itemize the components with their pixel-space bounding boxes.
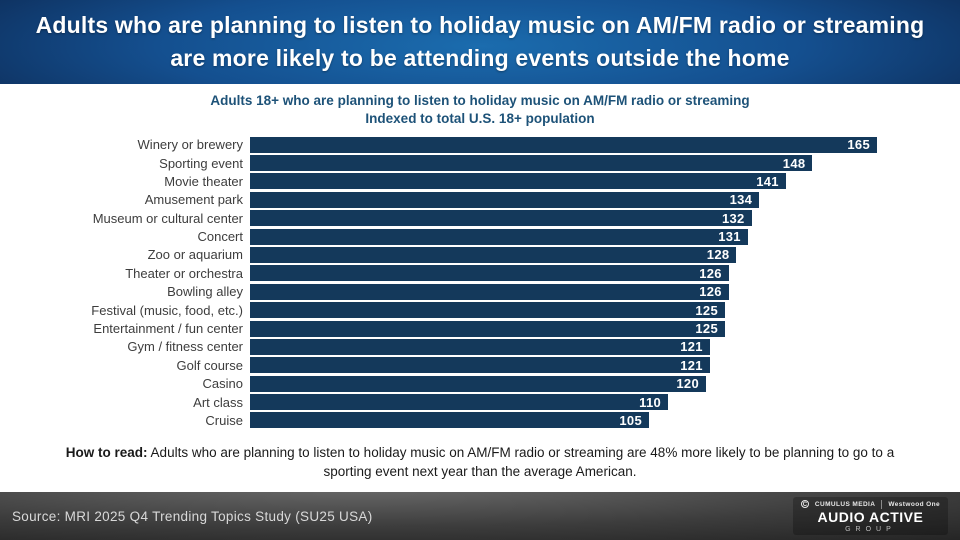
bar-label: Concert	[197, 229, 243, 245]
audio-active-label: AUDIO ACTIVE	[817, 508, 924, 525]
bar-value: 148	[782, 155, 806, 171]
bar-row: Winery or brewery 165	[38, 135, 877, 153]
bar-label: Amusement park	[144, 192, 243, 208]
bar-fill: 126	[250, 265, 729, 282]
bar-track: 126	[250, 265, 877, 282]
bar-label: Cruise	[205, 412, 243, 428]
bar-value: 120	[676, 376, 699, 392]
bar-row: Concert 131	[38, 227, 877, 245]
bar-track: 165	[250, 136, 877, 153]
bar-row: Museum or cultural center 132	[38, 209, 877, 227]
bar-row: Sporting event 148	[38, 154, 877, 172]
bar-row: Amusement park 134	[38, 191, 877, 209]
bar-track: 125	[250, 302, 877, 319]
bar-value: 141	[756, 173, 779, 189]
footer-bar: Source: MRI 2025 Q4 Trending Topics Stud…	[0, 492, 960, 540]
bar-track: 120	[250, 375, 877, 392]
bar-label: Gym / fitness center	[127, 339, 243, 355]
bar-fill: 120	[250, 375, 706, 392]
bar-label: Sporting event	[159, 155, 243, 171]
bar-fill: 148	[250, 155, 813, 172]
bar-fill: 141	[250, 173, 786, 190]
bar-track: 131	[250, 228, 877, 245]
bar-label: Entertainment / fun center	[93, 321, 243, 337]
bar-track: 125	[250, 320, 877, 337]
logo-divider	[881, 499, 883, 509]
bar-fill: 131	[250, 228, 748, 245]
bar-value: 121	[680, 339, 703, 355]
bar-fill: 126	[250, 283, 729, 300]
bar-label: Art class	[193, 394, 243, 410]
bar-fill: 121	[250, 338, 710, 355]
bar-label: Bowling alley	[167, 284, 243, 300]
cumulus-media-icon: C	[800, 500, 809, 509]
bar-label: Zoo or aquarium	[147, 247, 243, 263]
page-title: Adults who are planning to listen to hol…	[35, 11, 925, 71]
bar-value: 110	[639, 394, 661, 410]
how-to-read-note: How to read: Adults who are planning to …	[55, 443, 905, 482]
bar-value: 131	[718, 229, 741, 245]
group-label: GROUP	[845, 526, 896, 534]
bar-row: Art class 110	[38, 393, 877, 411]
logo-top-row: C CUMULUS MEDIA Westwood One	[800, 499, 940, 509]
bar-row: Festival (music, food, etc.) 125	[38, 301, 877, 319]
bar-label: Festival (music, food, etc.)	[91, 302, 243, 318]
bar-value: 121	[680, 357, 703, 373]
bar-track: 148	[250, 155, 877, 172]
bar-row: Zoo or aquarium 128	[38, 246, 877, 264]
bar-track: 128	[250, 246, 877, 263]
bar-row: Cruise 105	[38, 411, 877, 429]
how-to-read-text: Adults who are planning to listen to hol…	[147, 444, 895, 480]
bar-fill: 105	[250, 412, 649, 429]
bar-chart: Winery or brewery 165 Sporting event 148…	[38, 135, 877, 429]
bar-fill: 121	[250, 357, 710, 374]
bar-track: 126	[250, 283, 877, 300]
bar-value: 132	[722, 210, 745, 226]
westwood-one-logo: Westwood One	[888, 500, 940, 508]
bar-label: Winery or brewery	[137, 137, 243, 153]
chart-subtitle: Indexed to total U.S. 18+ population	[365, 111, 595, 127]
bar-value: 126	[699, 284, 722, 300]
cumulus-media-logo: CUMULUS MEDIA	[814, 500, 876, 508]
bar-track: 132	[250, 210, 877, 227]
bar-value: 125	[695, 321, 718, 337]
bar-label: Theater or orchestra	[125, 265, 243, 281]
bar-row: Theater or orchestra 126	[38, 264, 877, 282]
bar-label: Casino	[202, 376, 243, 392]
audio-active-group-logo: C CUMULUS MEDIA Westwood One AUDIO ACTIV…	[792, 496, 948, 536]
bar-fill: 132	[250, 210, 752, 227]
bar-value: 128	[706, 247, 730, 263]
bar-track: 105	[250, 412, 877, 429]
bar-value: 165	[847, 137, 870, 153]
chart-title: Adults 18+ who are planning to listen to…	[210, 93, 750, 108]
bar-track: 134	[250, 191, 877, 208]
bar-value: 126	[699, 265, 722, 281]
bar-track: 110	[250, 394, 877, 411]
header-banner: Adults who are planning to listen to hol…	[0, 0, 960, 84]
bar-fill: 110	[250, 394, 668, 411]
bar-label: Museum or cultural center	[92, 210, 243, 226]
bar-row: Entertainment / fun center 125	[38, 319, 877, 337]
bar-row: Casino 120	[38, 375, 877, 393]
bar-fill: 165	[250, 136, 877, 153]
bar-fill: 128	[250, 246, 737, 263]
bar-track: 141	[250, 173, 877, 190]
bar-row: Bowling alley 126	[38, 283, 877, 301]
bar-track: 121	[250, 357, 877, 374]
bar-row: Movie theater 141	[38, 172, 877, 190]
bar-row: Gym / fitness center 121	[38, 338, 877, 356]
bar-fill: 125	[250, 320, 725, 337]
chart-title-block: Adults 18+ who are planning to listen to…	[0, 84, 960, 128]
bar-track: 121	[250, 338, 877, 355]
bar-label: Movie theater	[164, 173, 243, 189]
bar-fill: 125	[250, 302, 725, 319]
bar-label: Golf course	[176, 357, 243, 373]
bar-row: Golf course 121	[38, 356, 877, 374]
bar-fill: 134	[250, 191, 760, 208]
source-text: Source: MRI 2025 Q4 Trending Topics Stud…	[12, 508, 373, 524]
bar-value: 125	[695, 302, 718, 318]
bar-value: 134	[729, 192, 753, 208]
how-to-read-label: How to read:	[65, 444, 148, 460]
bar-value: 105	[619, 412, 642, 428]
